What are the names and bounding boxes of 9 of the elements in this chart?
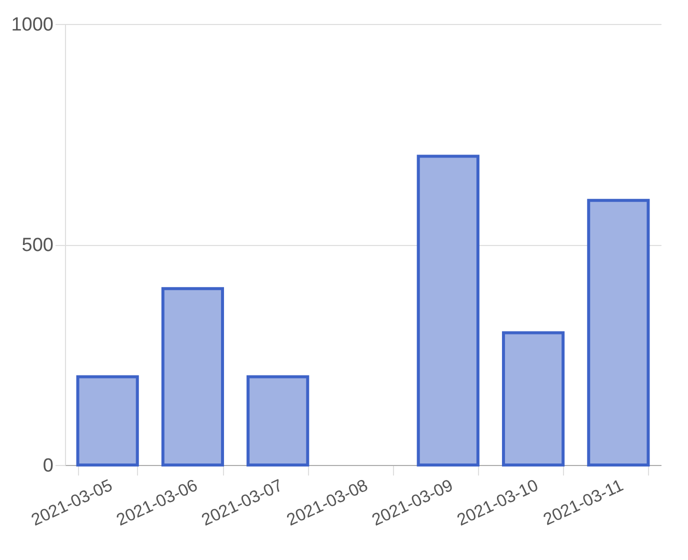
y-tick-label: 1000: [11, 14, 54, 36]
y-tick-label: 0: [42, 456, 54, 476]
bar: [502, 331, 565, 466]
y-tick-label: 500: [22, 235, 54, 256]
bar: [161, 287, 224, 466]
bar: [246, 375, 310, 466]
bar: [76, 375, 139, 466]
bar: [587, 198, 650, 466]
bar: [416, 154, 480, 466]
